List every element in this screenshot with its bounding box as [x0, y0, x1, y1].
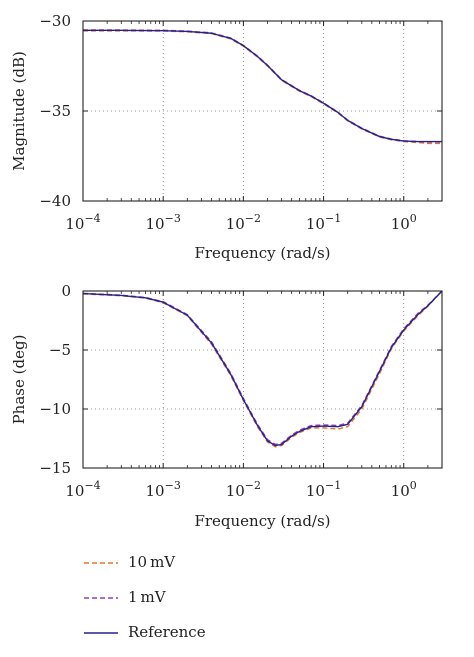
axes-frame	[82, 290, 443, 469]
legend-label-1mv: 1 mV	[128, 588, 166, 606]
y-tick-label: −10	[39, 400, 71, 418]
x-tick-label: 10−3	[146, 479, 181, 500]
legend-label-reference: Reference	[128, 623, 206, 641]
series-line-1mv	[83, 29, 442, 143]
y-tick-label: −30	[39, 12, 71, 30]
x-axis-label: Frequency (rad/s)	[194, 512, 330, 530]
legend: 10 mV 1 mV Reference	[84, 552, 304, 657]
series-line-1mv	[82, 290, 443, 446]
y-axis-label: Phase (deg)	[10, 335, 28, 425]
legend-item-1mv: 1 mV	[84, 587, 304, 622]
y-tick-label: −40	[39, 192, 71, 210]
axes-frame	[82, 20, 443, 202]
legend-swatch-1mv	[84, 597, 118, 599]
x-tick-label: 100	[391, 479, 417, 500]
legend-swatch-reference	[84, 632, 118, 634]
y-tick-label: 0	[61, 282, 71, 300]
legend-item-10mv: 10 mV	[84, 552, 304, 587]
legend-swatch-10mv	[84, 562, 118, 564]
x-tick-label: 100	[391, 212, 417, 233]
series-line-reference	[82, 290, 443, 447]
x-tick-label: 10−1	[306, 479, 341, 500]
x-tick-label: 10−2	[226, 212, 261, 233]
y-tick-label: −35	[39, 102, 71, 120]
legend-item-reference: Reference	[84, 622, 304, 657]
x-tick-label: 10−4	[65, 212, 100, 233]
magnitude-plot: 10−4 10−3 10−2 10−1 100 −40 −35 −30 Frequency (r…	[10, 12, 443, 262]
phase-plot: 10−4 10−3 10−2 10−1 100 −15 −10 −5 0 Frequency (r…	[10, 282, 443, 530]
x-tick-label: 10−4	[65, 479, 100, 500]
y-axis-label: Magnitude (dB)	[10, 51, 28, 171]
y-tick-label: −5	[49, 341, 71, 359]
y-tick-label: −15	[39, 459, 71, 477]
x-tick-label: 10−3	[146, 212, 181, 233]
series-line-10mv	[82, 290, 443, 448]
x-axis-label: Frequency (rad/s)	[194, 244, 330, 262]
x-tick-label: 10−2	[226, 479, 261, 500]
series-line-10mv	[83, 30, 442, 145]
legend-label-10mv: 10 mV	[128, 553, 176, 571]
series-line-reference	[83, 29, 442, 143]
x-tick-label: 10−1	[306, 212, 341, 233]
